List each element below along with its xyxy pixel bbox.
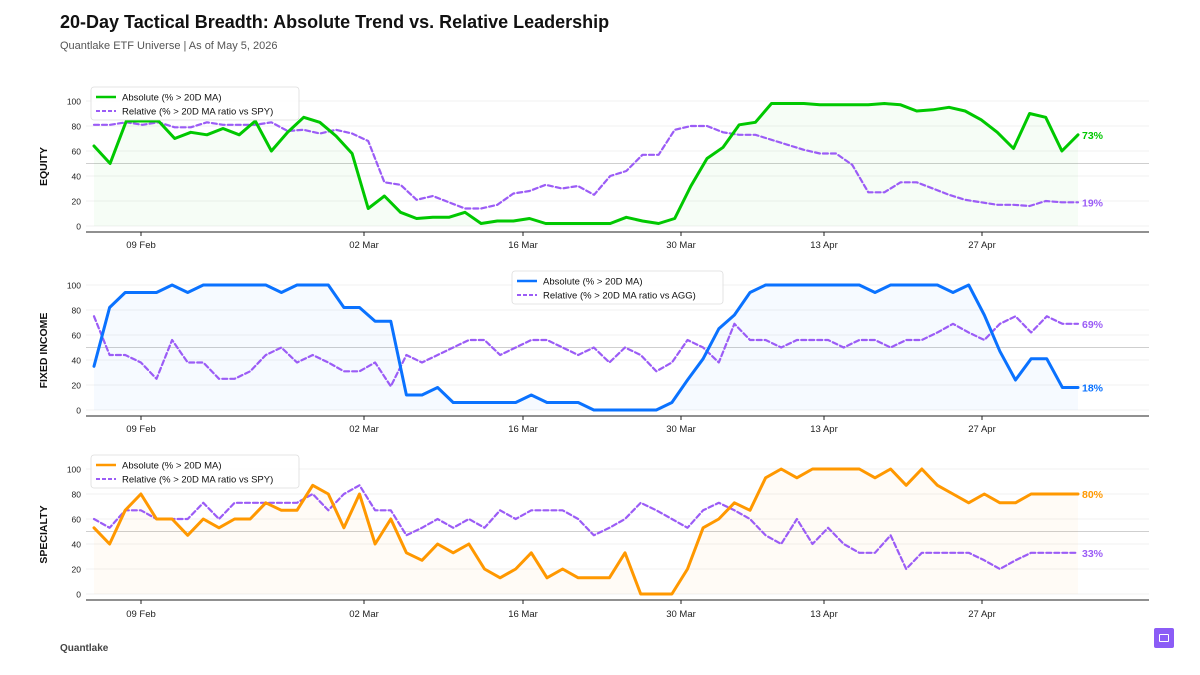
x-tick-label: 09 Feb (126, 240, 156, 251)
x-tick-label: 13 Apr (810, 424, 837, 435)
y-tick-label: 60 (72, 147, 82, 157)
absolute-series-line (92, 467, 1080, 596)
y-tick-label: 80 (72, 306, 82, 316)
x-tick-label: 09 Feb (126, 609, 156, 620)
relative-series-line (92, 315, 1080, 388)
legend-box (90, 454, 300, 489)
absolute-end-label: 73% (1082, 130, 1104, 142)
y-tick-label: 0 (76, 590, 81, 600)
legend-box (90, 86, 300, 121)
x-tick-label: 27 Apr (968, 424, 995, 435)
x-tick-label: 02 Mar (349, 240, 379, 251)
legend-box (511, 270, 724, 305)
panel-label: FIXED INCOME (38, 313, 50, 389)
x-tick-label: 16 Mar (508, 424, 538, 435)
y-tick-label: 40 (72, 540, 82, 550)
y-tick-label: 40 (72, 356, 82, 366)
x-tick-label: 02 Mar (349, 609, 379, 620)
y-tick-label: 0 (76, 406, 81, 416)
y-tick-label: 80 (72, 490, 82, 500)
relative-series-line (92, 484, 1080, 571)
relative-series-line (92, 121, 1080, 210)
x-tick-label: 30 Mar (666, 240, 696, 251)
x-tick-label: 30 Mar (666, 609, 696, 620)
page-subtitle: Quantlake ETF Universe | As of May 5, 20… (60, 40, 278, 52)
relative-end-label: 19% (1082, 197, 1104, 209)
chart-legend: Absolute (% > 20D MA) Relative (% > 20D M… (90, 86, 300, 121)
absolute-series-line (92, 102, 1080, 225)
y-tick-label: 60 (72, 515, 82, 525)
chart-panel-equity: 0 20 40 60 80 100 09 Feb 02 Mar 16 Mar 30 Mar 13 A… (38, 86, 1149, 251)
legend-label: Relative (% > 20D MA ratio vs SPY) (122, 475, 273, 486)
footer-brand: Quantlake (60, 643, 109, 654)
app-badge-icon[interactable] (1154, 628, 1174, 648)
y-tick-label: 100 (67, 465, 81, 475)
y-tick-label: 20 (72, 565, 82, 575)
absolute-end-label: 80% (1082, 489, 1104, 501)
x-tick-label: 16 Mar (508, 240, 538, 251)
x-tick-label: 16 Mar (508, 609, 538, 620)
y-tick-label: 0 (76, 222, 81, 232)
relative-end-label: 69% (1082, 319, 1104, 331)
chart-legend: Absolute (% > 20D MA) Relative (% > 20D M… (511, 270, 724, 305)
chart-legend: Absolute (% > 20D MA) Relative (% > 20D M… (90, 454, 300, 489)
page-title: 20-Day Tactical Breadth: Absolute Trend … (60, 12, 610, 32)
y-tick-label: 20 (72, 197, 82, 207)
panel-label: EQUITY (38, 147, 50, 186)
x-tick-label: 27 Apr (968, 240, 995, 251)
absolute-end-label: 18% (1082, 383, 1104, 395)
absolute-area-fill (94, 104, 1078, 227)
x-tick-label: 27 Apr (968, 609, 995, 620)
x-tick-label: 30 Mar (666, 424, 696, 435)
chart-panel-fixed-income: 0 20 40 60 80 100 09 Feb 02 Mar 16 Mar 30 Mar 13 A… (38, 270, 1149, 435)
y-tick-label: 100 (67, 281, 81, 291)
relative-end-label: 33% (1082, 548, 1104, 560)
y-tick-label: 100 (67, 97, 81, 107)
legend-label: Absolute (% > 20D MA) (122, 461, 222, 472)
y-tick-label: 80 (72, 122, 82, 132)
legend-label: Absolute (% > 20D MA) (122, 93, 222, 104)
x-tick-label: 13 Apr (810, 240, 837, 251)
y-tick-label: 20 (72, 381, 82, 391)
absolute-series-line (92, 283, 1080, 412)
y-tick-label: 60 (72, 331, 82, 341)
legend-label: Relative (% > 20D MA ratio vs AGG) (543, 291, 696, 302)
chart-panel-specialty: 0 20 40 60 80 100 09 Feb 02 Mar 16 Mar 30 Mar 13 A… (38, 454, 1149, 620)
legend-label: Relative (% > 20D MA ratio vs SPY) (122, 107, 273, 118)
y-tick-label: 40 (72, 172, 82, 182)
x-tick-label: 13 Apr (810, 609, 837, 620)
legend-label: Absolute (% > 20D MA) (543, 277, 643, 288)
x-tick-label: 02 Mar (349, 424, 379, 435)
x-tick-label: 09 Feb (126, 424, 156, 435)
panel-label: SPECIALTY (38, 505, 50, 563)
